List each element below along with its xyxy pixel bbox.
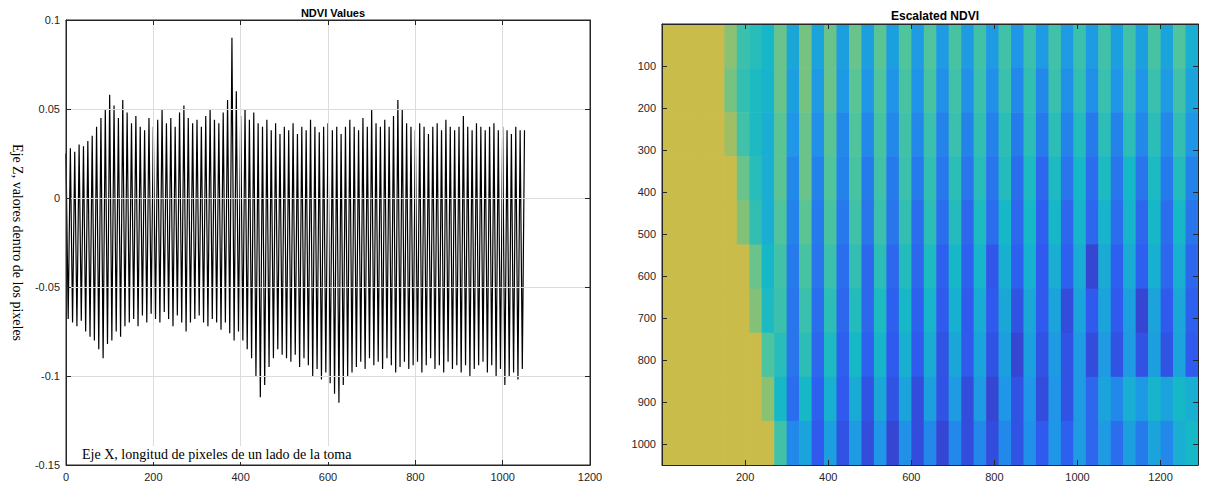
svg-text:600: 600 (902, 471, 920, 483)
svg-text:400: 400 (231, 471, 249, 483)
svg-text:1000: 1000 (1065, 471, 1089, 483)
svg-text:800: 800 (638, 354, 656, 366)
svg-text:400: 400 (638, 186, 656, 198)
svg-text:0.05: 0.05 (39, 103, 60, 115)
svg-text:0: 0 (63, 471, 69, 483)
svg-text:200: 200 (736, 471, 754, 483)
svg-text:Eje Z, valores dentro de los p: Eje Z, valores dentro de los pixeles (10, 144, 25, 341)
svg-text:0.1: 0.1 (45, 14, 60, 26)
svg-text:700: 700 (638, 312, 656, 324)
svg-text:300: 300 (638, 144, 656, 156)
svg-text:0: 0 (54, 192, 60, 204)
svg-text:900: 900 (638, 396, 656, 408)
svg-text:1000: 1000 (490, 471, 514, 483)
svg-text:-0.1: -0.1 (41, 370, 60, 382)
svg-text:Eje X, longitud de pixeles de: Eje X, longitud de pixeles de un lado de… (82, 447, 352, 462)
svg-text:-0.05: -0.05 (35, 281, 60, 293)
svg-text:1200: 1200 (1148, 471, 1172, 483)
svg-text:-0.15: -0.15 (35, 459, 60, 471)
svg-text:200: 200 (144, 471, 162, 483)
svg-text:1200: 1200 (578, 471, 602, 483)
svg-text:200: 200 (638, 102, 656, 114)
svg-text:1000: 1000 (632, 438, 656, 450)
svg-text:100: 100 (638, 60, 656, 72)
svg-text:600: 600 (319, 471, 337, 483)
svg-text:NDVI Values: NDVI Values (301, 7, 365, 19)
svg-text:800: 800 (406, 471, 424, 483)
svg-text:800: 800 (985, 471, 1003, 483)
svg-text:500: 500 (638, 228, 656, 240)
svg-text:Escalated NDVI: Escalated NDVI (891, 9, 979, 23)
svg-text:600: 600 (638, 270, 656, 282)
svg-text:400: 400 (819, 471, 837, 483)
